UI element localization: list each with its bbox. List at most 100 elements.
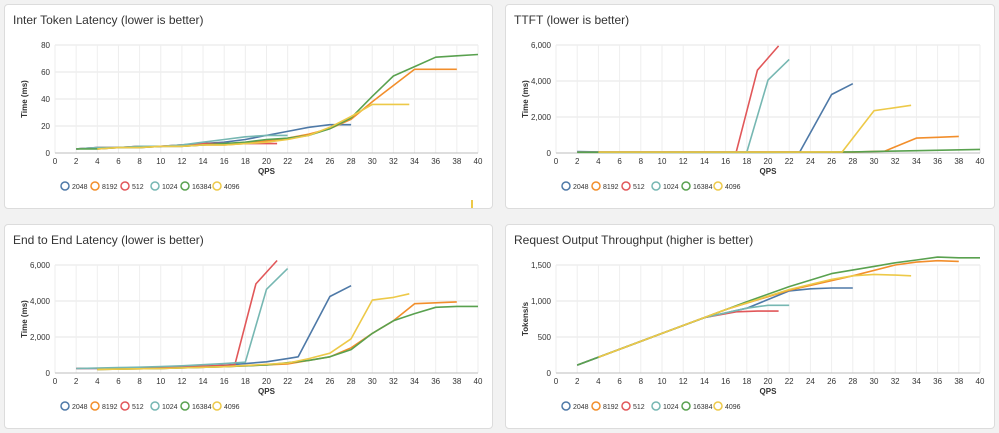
x-tick-label: 8 bbox=[137, 377, 142, 386]
legend-marker-16384[interactable] bbox=[180, 181, 190, 191]
x-tick-label: 4 bbox=[596, 157, 601, 166]
y-axis-title: Time (ms) bbox=[20, 300, 29, 338]
x-tick-label: 40 bbox=[976, 157, 985, 166]
x-tick-label: 26 bbox=[827, 157, 836, 166]
legend-label-1024[interactable]: 1024 bbox=[663, 184, 679, 191]
x-tick-label: 18 bbox=[742, 157, 751, 166]
x-tick-label: 38 bbox=[954, 377, 963, 386]
legend-marker-2048[interactable] bbox=[561, 181, 571, 191]
legend-marker-8192[interactable] bbox=[90, 181, 100, 191]
legend-marker-2048[interactable] bbox=[561, 401, 571, 411]
y-tick-label: 1,000 bbox=[531, 297, 552, 306]
x-tick-label: 24 bbox=[304, 157, 313, 166]
x-tick-label: 16 bbox=[721, 377, 730, 386]
series-line-4096 bbox=[598, 104, 912, 153]
series-line-4096 bbox=[97, 103, 410, 150]
legend-label-512[interactable]: 512 bbox=[633, 184, 645, 191]
chart-panel-inter-token-latency: Inter Token Latency (lower is better) 0 2… bbox=[4, 4, 493, 209]
x-tick-label: 6 bbox=[617, 377, 622, 386]
legend-label-2048[interactable]: 2048 bbox=[573, 184, 589, 191]
y-axis-title: Time (ms) bbox=[20, 80, 29, 118]
legend-label-2048[interactable]: 2048 bbox=[72, 184, 88, 191]
legend-label-1024[interactable]: 1024 bbox=[162, 184, 178, 191]
legend-label-4096[interactable]: 4096 bbox=[224, 184, 240, 191]
legend-label-8192[interactable]: 8192 bbox=[102, 184, 118, 191]
legend-label-2048[interactable]: 2048 bbox=[72, 404, 88, 411]
x-tick-label: 30 bbox=[870, 377, 879, 386]
legend-label-4096[interactable]: 4096 bbox=[725, 404, 741, 411]
legend-marker-8192[interactable] bbox=[90, 401, 100, 411]
chart-title: TTFT (lower is better) bbox=[514, 13, 630, 27]
legend-label-16384[interactable]: 16384 bbox=[192, 184, 212, 191]
x-axis-title: QPS bbox=[760, 167, 778, 176]
legend-marker-8192[interactable] bbox=[591, 401, 601, 411]
x-tick-label: 40 bbox=[976, 377, 985, 386]
x-tick-label: 8 bbox=[639, 377, 644, 386]
legend-label-16384[interactable]: 16384 bbox=[192, 404, 212, 411]
legend-label-512[interactable]: 512 bbox=[633, 404, 645, 411]
chart-title: Inter Token Latency (lower is better) bbox=[13, 13, 204, 27]
x-tick-label: 2 bbox=[575, 377, 580, 386]
x-tick-label: 24 bbox=[304, 377, 313, 386]
legend-marker-512[interactable] bbox=[120, 401, 130, 411]
legend-marker-4096[interactable] bbox=[212, 401, 222, 411]
legend-label-8192[interactable]: 8192 bbox=[603, 404, 619, 411]
x-tick-label: 8 bbox=[137, 157, 142, 166]
legend-marker-1024[interactable] bbox=[651, 401, 661, 411]
legend-marker-1024[interactable] bbox=[651, 181, 661, 191]
legend-label-2048[interactable]: 2048 bbox=[573, 404, 589, 411]
x-tick-label: 10 bbox=[156, 377, 165, 386]
x-tick-label: 6 bbox=[617, 157, 622, 166]
x-tick-label: 16 bbox=[220, 377, 229, 386]
legend-label-1024[interactable]: 1024 bbox=[663, 404, 679, 411]
legend-marker-512[interactable] bbox=[621, 181, 631, 191]
x-tick-label: 2 bbox=[575, 157, 580, 166]
chart-panel-end-to-end-latency: End to End Latency (lower is better) 0 2,… bbox=[4, 224, 493, 429]
legend-label-16384[interactable]: 16384 bbox=[693, 184, 713, 191]
x-tick-label: 32 bbox=[389, 157, 398, 166]
x-tick-label: 38 bbox=[452, 157, 461, 166]
series-line-2048 bbox=[576, 287, 853, 366]
x-tick-label: 30 bbox=[870, 157, 879, 166]
series-line-2048 bbox=[76, 284, 352, 370]
legend-marker-16384[interactable] bbox=[180, 401, 190, 411]
legend-marker-16384[interactable] bbox=[681, 181, 691, 191]
legend-marker-1024[interactable] bbox=[150, 181, 160, 191]
x-tick-label: 16 bbox=[220, 157, 229, 166]
legend-label-4096[interactable]: 4096 bbox=[224, 404, 240, 411]
y-tick-label: 0 bbox=[547, 369, 552, 378]
legend-marker-512[interactable] bbox=[120, 181, 130, 191]
x-tick-label: 20 bbox=[764, 157, 773, 166]
y-tick-label: 0 bbox=[46, 149, 51, 158]
legend-marker-4096[interactable] bbox=[713, 181, 723, 191]
x-tick-label: 40 bbox=[474, 377, 483, 386]
legend-label-8192[interactable]: 8192 bbox=[102, 404, 118, 411]
legend-marker-4096[interactable] bbox=[212, 181, 222, 191]
y-axis-title: Time (ms) bbox=[521, 80, 530, 118]
legend-marker-4096[interactable] bbox=[713, 401, 723, 411]
legend-label-4096[interactable]: 4096 bbox=[725, 184, 741, 191]
x-tick-label: 6 bbox=[116, 377, 121, 386]
x-axis-title: QPS bbox=[258, 387, 276, 396]
legend-marker-512[interactable] bbox=[621, 401, 631, 411]
legend-label-16384[interactable]: 16384 bbox=[693, 404, 713, 411]
legend-marker-2048[interactable] bbox=[60, 181, 70, 191]
legend-label-512[interactable]: 512 bbox=[132, 184, 144, 191]
y-tick-label: 2,000 bbox=[531, 113, 552, 122]
legend-label-8192[interactable]: 8192 bbox=[603, 184, 619, 191]
x-tick-label: 8 bbox=[639, 157, 644, 166]
legend-marker-1024[interactable] bbox=[150, 401, 160, 411]
y-tick-label: 0 bbox=[547, 149, 552, 158]
x-tick-label: 38 bbox=[452, 377, 461, 386]
x-tick-label: 32 bbox=[891, 377, 900, 386]
legend-label-512[interactable]: 512 bbox=[132, 404, 144, 411]
legend-label-1024[interactable]: 1024 bbox=[162, 404, 178, 411]
chart-panel-ttft: TTFT (lower is better) 0 2,000 4,000 6,000 0… bbox=[505, 4, 995, 209]
legend-marker-16384[interactable] bbox=[681, 401, 691, 411]
legend-marker-2048[interactable] bbox=[60, 401, 70, 411]
y-tick-label: 60 bbox=[41, 68, 50, 77]
x-tick-label: 26 bbox=[325, 377, 334, 386]
legend-marker-8192[interactable] bbox=[591, 181, 601, 191]
